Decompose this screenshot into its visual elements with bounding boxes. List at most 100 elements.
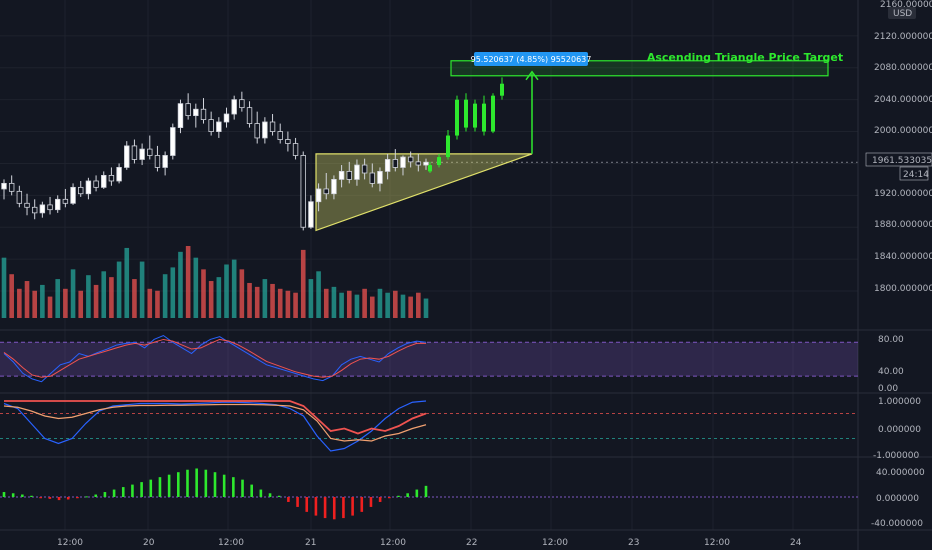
price-axis[interactable]: 2160.000000 USD 2120.000000 2080.000000 … — [865, 0, 932, 294]
volume-bar-29 — [224, 264, 229, 318]
candle-body-45 — [346, 171, 352, 180]
proj-body-6 — [482, 103, 486, 132]
macd-bar-35 — [323, 497, 327, 519]
volume-bar-26 — [201, 269, 206, 318]
macd-bar-46 — [424, 485, 428, 497]
volume-bar-41 — [316, 271, 321, 318]
macd-bar-38 — [351, 497, 354, 516]
time-tick-2: 12:00 — [218, 538, 244, 548]
macd-bar-18 — [167, 474, 171, 497]
volume-bar-30 — [231, 259, 237, 318]
macd-bar-11 — [103, 492, 107, 497]
rsi-pane — [0, 334, 858, 383]
rsi-line-1 — [3, 338, 426, 378]
candle-body-18 — [139, 148, 145, 160]
macd-bar-36 — [332, 497, 336, 520]
price-tick-6: 1920.000000 — [874, 189, 932, 199]
volume-bar-15 — [116, 261, 122, 318]
price-tick-1: 2120.000000 — [874, 32, 932, 42]
macd-bar-24 — [222, 474, 226, 497]
candle-body-31 — [239, 99, 245, 109]
candle-body-20 — [154, 155, 161, 168]
macd-bar-26 — [241, 479, 244, 497]
volume-bar-1 — [9, 274, 14, 318]
volume-bar-36 — [277, 288, 283, 318]
time-tick-0: 12:00 — [57, 538, 83, 548]
candle-body-26 — [200, 108, 207, 120]
volume-bar-44 — [339, 292, 344, 318]
macd-tick-0: 0.000000 — [876, 494, 919, 504]
candle-body-19 — [147, 148, 153, 156]
candle-body-46 — [354, 164, 360, 180]
macd-bar-25 — [232, 477, 235, 497]
volume-bar-12 — [93, 284, 99, 318]
macd-bar-28 — [259, 489, 263, 497]
volume-bar-33 — [254, 286, 260, 318]
stoch-line-1 — [4, 400, 427, 435]
candle-body-4 — [31, 206, 38, 214]
stochastic-pane — [0, 400, 858, 452]
macd-bar-9 — [85, 496, 88, 498]
macd-bar-14 — [131, 484, 134, 497]
macd-bar-6 — [57, 497, 61, 501]
volume-bar-34 — [262, 279, 268, 318]
candle-body-35 — [269, 121, 276, 132]
candle-body-33 — [254, 123, 260, 139]
volume-bar-48 — [369, 296, 375, 318]
volume-bar-5 — [40, 284, 45, 318]
measure-badge-bg — [474, 52, 588, 66]
macd-bar-44 — [406, 493, 409, 497]
stoch-tick-neg1: -1.000000 — [873, 451, 919, 461]
volume-bar-17 — [132, 279, 137, 318]
candle-body-10 — [78, 186, 84, 195]
candle-body-49 — [377, 171, 383, 184]
proj-body-2 — [446, 135, 450, 158]
macd-bar-32 — [296, 497, 299, 507]
price-tick-0: 2160.000000 — [880, 0, 932, 10]
candle-body-9 — [70, 186, 76, 204]
last-price-tag — [865, 152, 932, 167]
volume-bar-24 — [185, 246, 191, 318]
last-price-value: 1961.533035 — [872, 156, 932, 166]
volume-bar-39 — [300, 249, 306, 318]
volume-bar-23 — [178, 251, 183, 318]
volume-bar-18 — [139, 261, 145, 318]
macd-bar-27 — [250, 484, 253, 497]
volume-bar-54 — [416, 292, 421, 318]
time-tick-7: 23 — [628, 538, 639, 548]
volume-bar-51 — [393, 290, 398, 318]
volume-bar-19 — [147, 288, 153, 318]
macd-bar-3 — [30, 495, 33, 497]
candle-body-5 — [39, 204, 46, 214]
candle-body-8 — [62, 198, 69, 204]
volume-bar-35 — [270, 283, 275, 318]
time-tick-8: 12:00 — [704, 538, 730, 548]
price-tick-8: 1840.000000 — [874, 252, 932, 262]
countdown-tag — [899, 166, 929, 181]
macd-bar-15 — [140, 482, 143, 497]
candle-body-34 — [262, 121, 268, 139]
target-arrow-head — [525, 70, 539, 81]
candle-body-39 — [300, 155, 306, 228]
grid-lines — [0, 0, 858, 530]
candle-body-7 — [55, 198, 61, 211]
time-tick-4: 12:00 — [380, 538, 406, 548]
macd-bar-10 — [94, 494, 98, 497]
projection-candles — [428, 77, 504, 174]
macd-bar-5 — [48, 497, 52, 499]
time-tick-3: 21 — [305, 538, 316, 548]
volume-bar-42 — [323, 288, 329, 318]
volume-bar-6 — [47, 296, 53, 318]
volume-bar-45 — [346, 290, 352, 318]
volume-bar-31 — [239, 269, 245, 318]
macd-bar-31 — [287, 497, 290, 502]
time-axis[interactable]: 12:00 20 12:00 21 12:00 22 12:00 23 12:0… — [57, 538, 802, 548]
candle-body-24 — [185, 103, 191, 117]
volume-bar-55 — [423, 298, 429, 318]
volume-bar-9 — [70, 269, 76, 318]
volume-bar-11 — [86, 275, 91, 318]
macd-tick-neg40: -40.000000 — [871, 519, 923, 529]
candle-body-6 — [47, 204, 53, 211]
